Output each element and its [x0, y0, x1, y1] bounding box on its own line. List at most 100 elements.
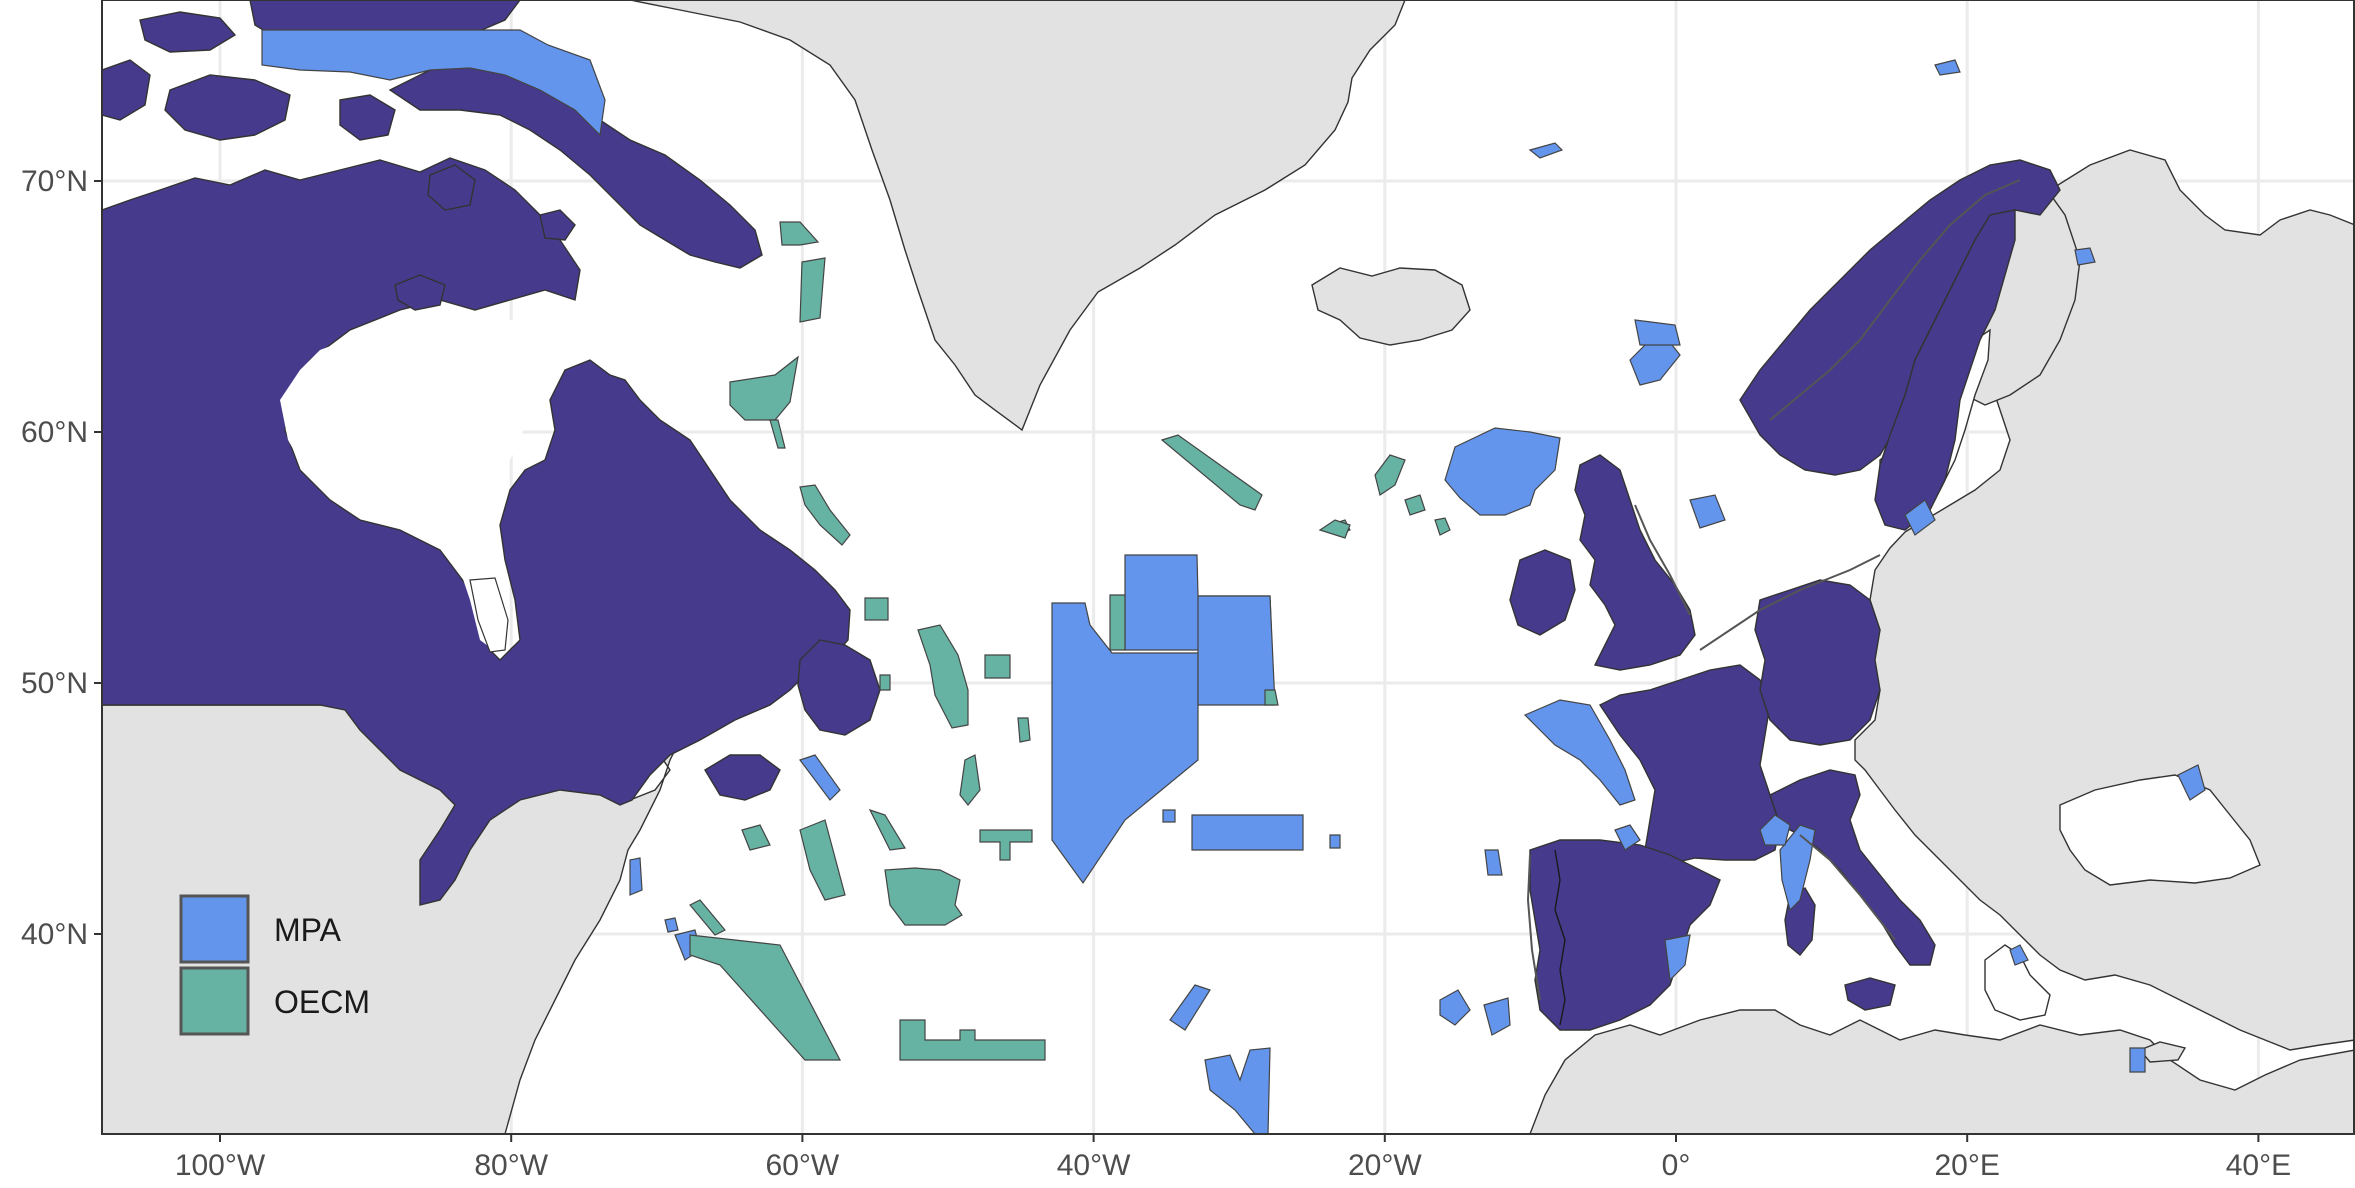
x-axis-tick-label: 60°W [766, 1149, 840, 1182]
oecm-labrador-strip [769, 419, 786, 449]
mpa-adriatic [1779, 824, 1816, 912]
sweden [1874, 209, 2016, 531]
mpa-mid-atlantic-west [1051, 602, 1199, 885]
mpa-iberian-strip [1664, 934, 1691, 982]
germany [1754, 579, 1881, 746]
mpa-celtic-sea [1523, 699, 1636, 806]
mpa-north-america-2 [629, 857, 643, 896]
mpa-baffin-strip [261, 29, 606, 137]
mpa-gulf-cadiz [1169, 984, 1211, 1031]
mpa-north-sea-1 [1634, 319, 1681, 346]
victoria-island [164, 74, 291, 141]
oecm-georges [884, 867, 963, 926]
mpa-south-1 [1204, 1047, 1271, 1134]
coast-italy-west [1799, 834, 1896, 941]
portugal-border [1554, 849, 1566, 1026]
mpa-barents [1934, 59, 1961, 76]
mpa-south-portugal [1439, 989, 1471, 1026]
oecm-scotian-2 [799, 819, 846, 901]
mpa-ligurian [1759, 814, 1791, 846]
oecm-grand-bank-2 [1017, 717, 1031, 743]
mpa-canary [1483, 997, 1511, 1036]
greenland [629, 0, 1406, 432]
y-axis-tick-label: 70°N [21, 165, 88, 198]
arctic-island-4 [539, 209, 576, 241]
legend-label-oecm: OECM [274, 984, 370, 1020]
oecm-sargasso [899, 1019, 1046, 1061]
oecm-azores-west [979, 829, 1033, 861]
coast-europe-north [1699, 554, 1881, 651]
mpa-eastern-med [2129, 1047, 2146, 1073]
sicily [1844, 977, 1896, 1011]
oecm-faroe-3 [1434, 517, 1451, 536]
newfoundland [797, 639, 881, 736]
mpa-crete [2009, 944, 2029, 966]
oecm-flemish-cap-2 [917, 624, 969, 729]
x-axis-tick-label: 40°E [2226, 1149, 2291, 1182]
y-axis-tick-label: 40°N [21, 918, 88, 951]
arctic-island-2 [339, 94, 396, 141]
oecm-reykjanes [1160, 434, 1263, 511]
mpa-jan-mayen [1528, 142, 1564, 159]
oecm-faroe-1 [1374, 454, 1406, 496]
x-axis-tick-label: 20°W [1348, 1149, 1422, 1182]
highlighted-countries [102, 0, 2061, 1031]
map-panel-border [101, 0, 2355, 1135]
mpa-madeira [1484, 849, 1503, 876]
coast-spain [1526, 854, 1541, 1001]
oecm-new-england-2 [689, 934, 841, 1061]
oecm-greenland-1 [1109, 594, 1126, 651]
coastline-accents [1526, 179, 2021, 1001]
coast-uk-east [1634, 504, 1691, 616]
oecm-new-england-1 [689, 899, 726, 936]
mpa-azores-box [1191, 814, 1304, 851]
oecm-faroe-2 [1404, 494, 1426, 516]
x-axis-tick-label: 80°W [474, 1149, 548, 1182]
oecm-areas [689, 221, 1451, 1061]
mpa-azores-small-2 [1329, 834, 1341, 849]
mpa-baltic [1904, 499, 1936, 536]
iberia [1529, 839, 1721, 1031]
black-sea [2059, 774, 2261, 886]
north-africa [1529, 1009, 2355, 1134]
oecm-flemish-cap-3 [984, 654, 1011, 679]
oecm-scotian-3 [868, 808, 906, 851]
legend-key-mpa [179, 894, 250, 964]
oecm-labrador-1 [779, 221, 820, 246]
mpa-azores-small-1 [1162, 809, 1176, 823]
oecm-irminger [1318, 519, 1351, 539]
x-axis-tick-label: 0° [1662, 1149, 1691, 1182]
x-axis-tick-label: 20°E [1935, 1149, 2000, 1182]
mpa-north-norway [2074, 247, 2096, 266]
james-bay [469, 577, 509, 653]
mpa-bay-of-biscay [1614, 824, 1641, 851]
mpa-areas [261, 29, 2206, 1134]
nova-scotia [704, 754, 781, 801]
oecm-labrador-3 [729, 355, 799, 421]
mpa-charlie-gibbs-east [1197, 595, 1276, 706]
mpa-north-america-1 [799, 754, 841, 801]
oecm-grand-bank-1 [879, 674, 891, 691]
oecm-grand-bank-3 [959, 754, 981, 806]
hudson-bay [280, 318, 548, 655]
great-britain [1574, 454, 1696, 671]
x-axis-tick-label: 100°W [175, 1149, 266, 1182]
legend: MPA OECM [179, 894, 370, 1036]
banks-island [102, 59, 151, 121]
oecm-labrador-2 [799, 257, 826, 323]
y-axis-tick-label: 50°N [21, 667, 88, 700]
iceland [1311, 267, 1471, 346]
ireland [1509, 549, 1576, 636]
oecm-greenland-2 [1264, 689, 1279, 706]
southampton-island [394, 274, 446, 311]
x-axis-tick-label: 40°W [1057, 1149, 1131, 1182]
cyprus [2138, 1041, 2187, 1063]
mpa-black-sea [2177, 764, 2206, 801]
oecm-flemish [799, 484, 851, 546]
axes: 100°W 80°W 60°W 40°W 20°W 0° 20°E 40°E 40°N 50°N 6… [21, 165, 2291, 1182]
legend-key-oecm [179, 966, 250, 1036]
coast-scandinavia [1769, 179, 2021, 421]
arctic-island-1 [139, 11, 237, 53]
